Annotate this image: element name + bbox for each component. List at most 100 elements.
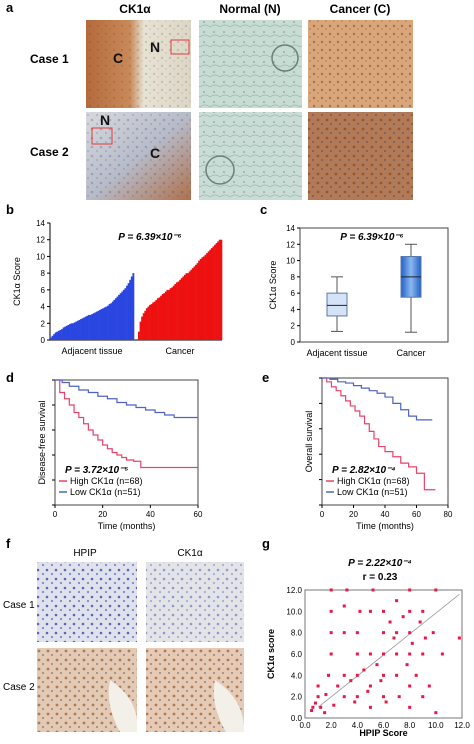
scatter-point [395,631,399,635]
bar [195,264,197,340]
plot-frame [54,379,199,506]
bar [114,298,117,340]
scatter-point [316,695,320,699]
micrograph-case1-cancer [308,20,413,108]
bar [103,307,106,340]
survival-line [55,379,198,469]
bar [64,326,67,340]
panel-e-label: e [262,370,269,385]
bar [168,289,170,340]
box [326,276,348,332]
bar [144,310,147,340]
scatter-point [408,609,412,613]
bar [149,304,151,340]
y-tick-label: 6.0 [291,650,303,659]
col-header-hpip: HPIP [73,548,97,559]
scatter-point [368,652,372,656]
bar [57,330,60,340]
scatter-point [358,609,362,613]
bar [88,314,90,340]
scatter-point [423,636,427,640]
x-tick-label: 6.0 [378,721,390,730]
scatter-point [408,705,412,709]
bar [65,325,68,340]
bar [188,271,191,340]
x-tick-label: 12.0 [454,721,470,730]
scatter-point [368,609,372,613]
bar [177,281,180,340]
bar [119,293,122,340]
bar [214,244,216,340]
scatter-point [431,631,435,635]
annotation: P = 2.82×10⁻⁴ [332,465,396,476]
bar [158,297,161,340]
bar [132,273,135,340]
bar [212,246,215,340]
bar [180,278,183,340]
box [400,243,422,333]
panel-c-box-plot: c P = 6.39×10⁻⁶ 0 2 4 6 8 10 12 14 Adjacent tissue… [260,202,449,358]
x-tick-label: 60 [194,510,203,519]
bar [202,256,205,340]
y-tick-label: 0 [291,338,296,347]
scatter-point [421,652,425,656]
scatter-point [418,620,422,624]
scatter-point [388,620,392,624]
legend-label: High CK1α (n=68) [337,476,410,486]
bar [215,243,218,340]
bar [95,311,98,340]
annotation: P = 3.72×10⁻⁵ [65,465,128,476]
scatter-point [329,609,333,613]
y-axis-label: CK1α Score [12,257,22,306]
scatter-point [366,689,370,693]
x-tick-label: 8.0 [404,721,416,730]
row-label-f-case1: Case 1 [3,600,35,611]
scatter-point [382,652,385,656]
y-tick-label: 4 [41,303,46,312]
bar [116,296,119,340]
y-tick-label: 14 [36,219,45,228]
col-header-ck1a: CK1α [119,2,151,16]
bar [174,284,177,340]
scatter-point [329,652,333,656]
survival-line [322,377,436,491]
y-tick-label: 12 [286,240,295,249]
bar-series [138,239,223,340]
scatter-point [368,705,372,709]
bar-series [50,273,135,340]
micrograph-case2-normal [199,112,302,200]
annotation: P = 2.22×10⁻⁴ [348,558,412,569]
row-label-f-case2: Case 2 [3,682,35,693]
bar [124,288,127,340]
bar [160,295,163,340]
overview-label: N [150,39,160,55]
x-tick-label: 80 [444,510,453,519]
scatter-point [440,652,444,656]
scatter-point [355,673,359,677]
scatter-point [401,615,405,619]
scatter-point [349,679,353,683]
y-axis-label: Overall survival [304,411,314,473]
bar [169,288,172,340]
micrograph-f-case2-hpip [37,648,138,732]
y-tick-label: 10.0 [286,607,302,616]
bar [198,260,201,340]
scatter-point [382,631,385,635]
bar [110,303,113,340]
y-tick-label: 10 [36,252,45,261]
micrograph-f-case2-ck1a [146,648,245,732]
legend-label: Low CK1α (n=51) [337,487,408,497]
overview-label: N [100,112,110,128]
x-tick-label: 60 [412,510,421,519]
bar [190,269,193,340]
scatter-point [410,641,414,645]
scatter-point [329,588,333,592]
micrograph-f-case1-ck1a [146,562,244,642]
plot-frame [299,227,449,343]
scatter-point [395,599,399,603]
scatter-point [310,709,314,713]
scatter-point [342,604,346,608]
bar [145,308,148,340]
scatter-point [324,693,328,697]
x-tick-label: 0 [53,510,58,519]
